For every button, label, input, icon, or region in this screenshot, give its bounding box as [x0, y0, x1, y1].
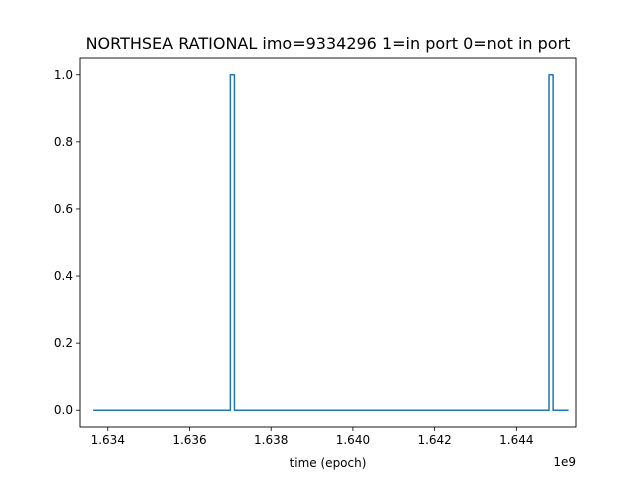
y-tick-label: 0.4	[54, 269, 73, 283]
x-tick-label: 1.640	[336, 433, 370, 447]
x-axis-offset-label: 1e9	[553, 455, 576, 469]
y-tick-label: 0.8	[54, 135, 73, 149]
x-tick-label: 1.638	[254, 433, 288, 447]
plot-marks	[93, 74, 569, 411]
y-axis-ticks: 0.0 0.2 0.4 0.6 0.8 1.0	[54, 68, 80, 417]
chart-title: NORTHSEA RATIONAL imo=9334296 1=in port …	[86, 34, 571, 53]
x-tick-label: 1.634	[91, 433, 125, 447]
y-tick-label: 0.6	[54, 202, 73, 216]
series-line-0	[93, 74, 569, 411]
y-tick-label: 0.0	[54, 403, 73, 417]
plot-frame	[79, 57, 577, 428]
y-tick-label: 0.2	[54, 336, 73, 350]
y-tick-label: 1.0	[54, 68, 73, 82]
x-axis-ticks: 1.634 1.636 1.638 1.640 1.642 1.644	[91, 427, 534, 447]
x-tick-label: 1.636	[172, 433, 206, 447]
x-tick-label: 1.644	[499, 433, 533, 447]
x-axis-label: time (epoch)	[290, 456, 367, 470]
x-tick-label: 1.642	[417, 433, 451, 447]
